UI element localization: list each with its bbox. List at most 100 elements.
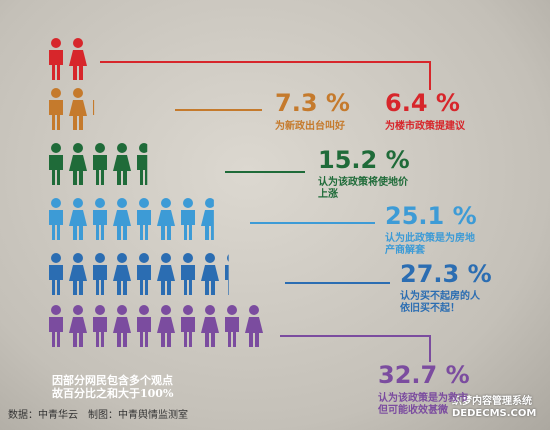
icon-body bbox=[49, 155, 63, 185]
icon-body bbox=[69, 100, 87, 130]
icon-head bbox=[139, 198, 149, 208]
icon-head bbox=[183, 198, 193, 208]
icon-row bbox=[49, 88, 105, 130]
icon-head bbox=[139, 143, 148, 153]
icon-head bbox=[73, 143, 83, 153]
icon-head bbox=[73, 253, 83, 263]
icon-head bbox=[183, 305, 193, 315]
icon-head bbox=[51, 305, 61, 315]
icon-head bbox=[271, 305, 281, 315]
value-label: 6.4 % bbox=[385, 89, 460, 117]
watermark: 织梦内容管理系统 DEDECMS.COM bbox=[452, 396, 537, 419]
icon-row bbox=[49, 143, 148, 185]
icon-body bbox=[113, 155, 131, 185]
icon-body bbox=[181, 265, 195, 295]
category-label: 为楼市政策提建议 bbox=[385, 121, 465, 132]
icon-body bbox=[69, 317, 87, 347]
icon-head bbox=[205, 253, 215, 263]
icon-body bbox=[157, 265, 175, 295]
icon-body bbox=[245, 317, 263, 347]
icon-body bbox=[113, 265, 131, 295]
icon-row bbox=[49, 198, 214, 240]
icon-head bbox=[117, 305, 127, 315]
icon-body bbox=[201, 317, 219, 347]
icon-head bbox=[51, 198, 61, 208]
icon-body bbox=[113, 317, 131, 347]
icon-body bbox=[93, 265, 107, 295]
icon-body bbox=[225, 317, 239, 347]
value-label: 7.3 % bbox=[275, 89, 350, 117]
icon-body bbox=[49, 210, 63, 240]
category-label: 认为买不起房的人 依旧买不起！ bbox=[400, 291, 480, 314]
category-label: 认为该政策将使地价 上涨 bbox=[318, 177, 408, 200]
icon-head bbox=[161, 305, 171, 315]
icon-head bbox=[95, 88, 105, 98]
icon-head bbox=[139, 253, 149, 263]
icon-body bbox=[181, 317, 195, 347]
icon-head bbox=[95, 253, 105, 263]
icon-body bbox=[201, 210, 214, 240]
icon-head bbox=[161, 253, 171, 263]
icon-head bbox=[161, 198, 171, 208]
icon-head bbox=[117, 253, 127, 263]
icon-row bbox=[49, 253, 229, 295]
icon-head bbox=[95, 198, 105, 208]
icon-body bbox=[113, 210, 131, 240]
value-label: 25.1 % bbox=[385, 202, 477, 230]
icon-body bbox=[137, 265, 151, 295]
icon-head bbox=[227, 305, 237, 315]
icon-body bbox=[69, 155, 87, 185]
icon-body bbox=[225, 265, 229, 295]
category-label: 认为此政策是为房地 产商解套 bbox=[385, 233, 475, 256]
icon-body bbox=[181, 210, 195, 240]
value-label: 15.2 % bbox=[318, 146, 410, 174]
icon-head bbox=[73, 198, 83, 208]
icon-body bbox=[93, 210, 107, 240]
icon-body bbox=[69, 50, 87, 80]
icon-body bbox=[93, 100, 95, 115]
icon-body bbox=[201, 265, 219, 295]
icon-row bbox=[49, 38, 87, 80]
icon-head bbox=[51, 143, 61, 153]
icon-head bbox=[51, 88, 61, 98]
icon-body bbox=[49, 265, 63, 295]
connector bbox=[100, 61, 431, 90]
icon-head bbox=[227, 254, 229, 262]
icon-head bbox=[183, 253, 193, 263]
icon-body bbox=[157, 317, 175, 347]
icon-body bbox=[93, 317, 107, 347]
icon-body bbox=[69, 210, 87, 240]
icon-body bbox=[69, 265, 87, 295]
category-label: 为新政出台叫好 bbox=[275, 121, 345, 132]
value-label: 27.3 % bbox=[400, 260, 492, 288]
icon-body bbox=[49, 100, 63, 130]
icon-head bbox=[51, 253, 61, 263]
icon-body bbox=[157, 210, 175, 240]
icon-head bbox=[95, 305, 105, 315]
icon-body bbox=[137, 155, 148, 185]
icon-head bbox=[205, 305, 215, 315]
icon-head bbox=[95, 143, 105, 153]
icon-head bbox=[73, 305, 83, 315]
icon-body bbox=[49, 50, 63, 80]
icon-body bbox=[269, 317, 283, 347]
icon-head bbox=[117, 198, 127, 208]
icon-head bbox=[73, 38, 83, 48]
icon-body bbox=[137, 210, 151, 240]
icon-body bbox=[49, 317, 63, 347]
category-label: 认为该政策是为救市 但可能收效甚微 bbox=[378, 393, 468, 416]
value-label: 32.7 % bbox=[378, 361, 470, 389]
icon-body bbox=[137, 317, 151, 347]
icon-row bbox=[49, 305, 283, 347]
source: 数据：中青华云 制图：中青舆情监测室 bbox=[8, 410, 188, 421]
icon-head bbox=[51, 38, 61, 48]
note: 因部分网民包含多个观点 故百分比之和大于100% bbox=[52, 374, 174, 400]
icon-head bbox=[139, 305, 149, 315]
icon-head bbox=[73, 88, 83, 98]
icon-head bbox=[117, 143, 127, 153]
connector bbox=[280, 335, 431, 362]
icon-head bbox=[249, 305, 259, 315]
icon-body bbox=[93, 155, 107, 185]
